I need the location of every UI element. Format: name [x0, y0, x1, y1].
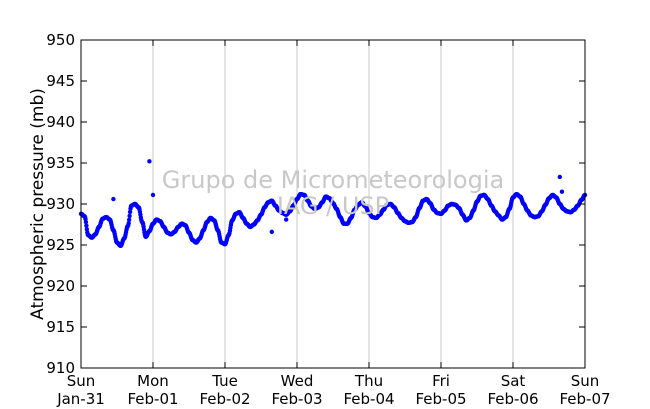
x-axis-ticks: SunJan-31MonFeb-01TueFeb-02WedFeb-03ThuF… — [56, 40, 611, 408]
x-tick-label-date: Feb-03 — [271, 390, 322, 408]
x-tick-label-date: Feb-07 — [559, 390, 610, 408]
data-point — [559, 189, 565, 194]
data-point — [147, 159, 152, 164]
data-point — [126, 220, 131, 226]
x-tick-label-date: Feb-02 — [199, 390, 250, 408]
data-point — [111, 196, 116, 202]
data-points — [78, 159, 588, 249]
x-tick-label-date: Feb-05 — [415, 390, 466, 408]
y-tick-label: 915 — [46, 318, 75, 336]
x-tick-label-day: Mon — [137, 372, 169, 390]
data-point — [127, 213, 132, 219]
data-point — [284, 217, 289, 222]
x-tick-label-date: Feb-01 — [127, 390, 178, 408]
y-axis-ticks: 910 915 920 925 930 935 940 945 950 — [46, 31, 585, 377]
x-tick-label-date: Jan-31 — [56, 390, 105, 408]
watermark-line-2: IAG / USP — [277, 192, 389, 220]
x-tick-label-day: Sat — [501, 372, 526, 390]
y-tick-label: 910 — [46, 359, 75, 377]
y-tick-label: 935 — [46, 154, 75, 172]
y-tick-label: 925 — [46, 236, 75, 254]
y-axis-label: Atmospheric pressure (mb) — [28, 88, 48, 320]
data-point — [84, 223, 89, 228]
x-tick-label-day: Wed — [281, 372, 314, 390]
data-point — [150, 192, 156, 198]
y-tick-label: 920 — [46, 277, 75, 295]
data-point — [127, 209, 133, 215]
data-point — [126, 217, 132, 223]
y-tick-label: 930 — [46, 195, 75, 213]
y-tick-label: 950 — [46, 31, 75, 49]
x-tick-label-day: Sun — [67, 372, 96, 390]
x-tick-label-day: Thu — [354, 372, 383, 390]
y-tick-label: 945 — [46, 72, 75, 90]
y-tick-label: 940 — [46, 113, 75, 131]
x-tick-label-day: Fri — [432, 372, 450, 390]
watermark-line-1: Grupo de Micrometeorologia — [162, 166, 504, 194]
data-point — [557, 174, 562, 180]
data-point — [269, 229, 274, 235]
x-tick-label-day: Sun — [571, 372, 600, 390]
x-tick-label-date: Feb-06 — [487, 390, 538, 408]
x-tick-label-day: Tue — [211, 372, 238, 390]
watermark: Grupo de Micrometeorologia IAG / USP — [162, 166, 504, 220]
x-tick-label-date: Feb-04 — [343, 390, 394, 408]
data-point — [83, 219, 89, 225]
